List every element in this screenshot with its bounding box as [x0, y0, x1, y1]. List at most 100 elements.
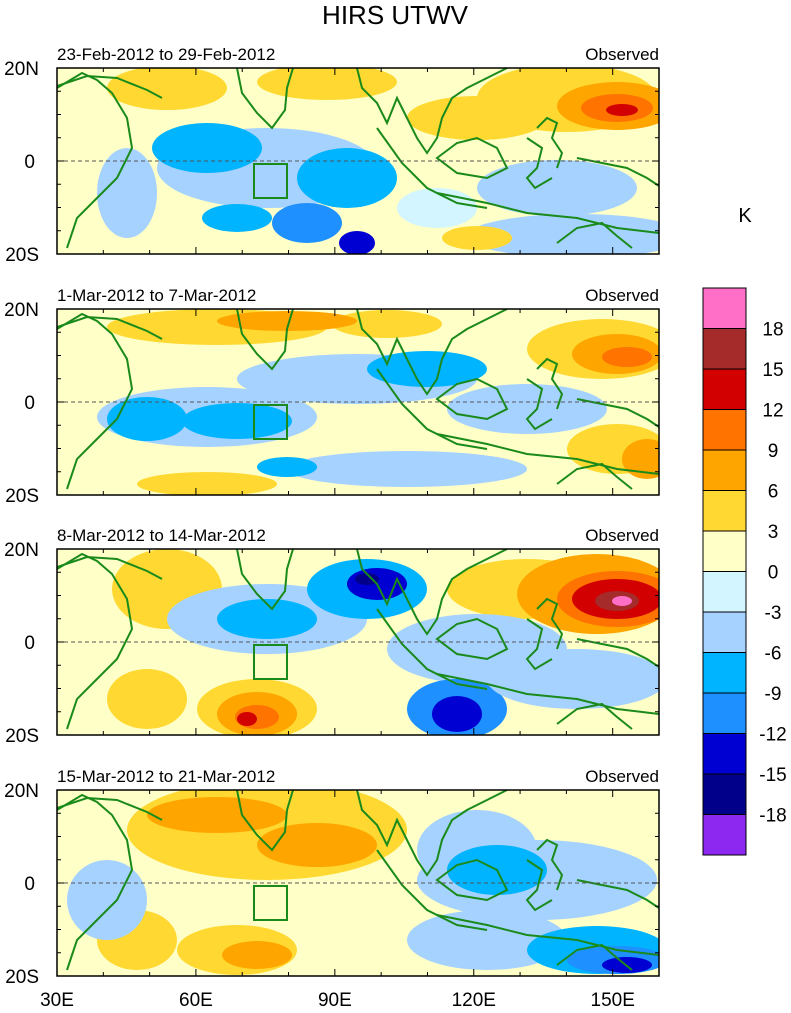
- colorbar-tick-label: -12: [759, 725, 786, 746]
- colorbar-tick-label: -6: [765, 644, 782, 665]
- anomaly-contour: [272, 203, 342, 243]
- map-panel-2: 1-Mar-2012 to 7-Mar-2012 Observed 20N 0 20S: [4, 286, 660, 507]
- colorbar-swatch: [702, 449, 747, 491]
- colorbar-tick-label: 0: [768, 563, 779, 584]
- anomaly-contour: [257, 823, 377, 867]
- lon-label: 30E: [40, 990, 74, 1011]
- anomaly-contour: [297, 148, 397, 208]
- coastline: [376, 608, 488, 690]
- anomaly-contour: [257, 68, 397, 100]
- colorbar-swatch: [702, 368, 747, 410]
- panel-date-range: 23-Feb-2012 to 29-Feb-2012: [57, 45, 275, 64]
- panel-observed-label: Observed: [585, 526, 659, 545]
- coastline: [525, 859, 553, 912]
- colorbar-swatch: [702, 652, 747, 694]
- colorbar-swatch: [702, 409, 747, 451]
- anomaly-contour: [355, 573, 379, 585]
- coastlines: [57, 68, 659, 249]
- lat-label: 20N: [4, 59, 39, 80]
- coastline: [536, 357, 564, 410]
- coastline: [556, 943, 633, 971]
- study-region-box: [253, 644, 288, 680]
- anomaly-contour: [182, 403, 292, 439]
- lat-label: 20S: [5, 726, 39, 747]
- colorbar-tick-label: -18: [759, 806, 786, 827]
- coastline: [356, 68, 508, 155]
- coastline: [436, 914, 659, 956]
- anomaly-contour: [467, 214, 659, 254]
- anomaly-contour: [606, 104, 638, 116]
- colorbar-swatch: [702, 814, 747, 856]
- coastline: [435, 617, 509, 661]
- colorbar: 18 15 12 9 6 3 0 -3 -6 -9 -12 -15 -18: [702, 287, 787, 856]
- colorbar-tick-label: -9: [765, 684, 782, 705]
- panel-date-range: 8-Mar-2012 to 14-Mar-2012: [57, 526, 266, 545]
- panel-observed-label: Observed: [585, 45, 659, 64]
- coastline: [57, 555, 163, 580]
- colorbar-tick-label: -15: [759, 765, 786, 786]
- anomaly-contour: [477, 160, 637, 216]
- anomaly-contour: [97, 148, 157, 238]
- panel-observed-label: Observed: [585, 286, 659, 305]
- coastline: [436, 673, 659, 715]
- anomaly-contour: [217, 311, 357, 331]
- panel-date-range: 15-Mar-2012 to 21-Mar-2012: [57, 767, 275, 786]
- coastlines: [57, 309, 659, 490]
- colorbar-tick-label: 6: [768, 482, 779, 503]
- colorbar-swatch: [702, 611, 747, 653]
- coastlines: [57, 790, 659, 971]
- coastline: [525, 618, 553, 671]
- colorbar-swatch: [702, 733, 747, 775]
- axis-ticks: [56, 789, 660, 977]
- anomaly-contour: [602, 347, 652, 367]
- coastline: [435, 136, 509, 180]
- lat-label: 0: [24, 393, 35, 414]
- coastline: [376, 127, 488, 209]
- anomaly-contour: [237, 712, 257, 726]
- anomaly-contour: [287, 451, 527, 487]
- coastline: [57, 74, 163, 99]
- coastlines: [57, 549, 659, 730]
- lat-label: 20S: [5, 486, 39, 507]
- lat-label: 20N: [4, 540, 39, 561]
- lat-label: 20N: [4, 300, 39, 321]
- map-panel-3: 8-Mar-2012 to 14-Mar-2012 Observed 20N 0 20S: [4, 526, 660, 747]
- axis-ticks: [56, 67, 660, 255]
- coastline: [356, 549, 508, 636]
- anomaly-contour: [612, 596, 632, 606]
- anomaly-contour: [432, 696, 482, 732]
- colorbar-swatch: [702, 287, 747, 329]
- map-panel-4: 15-Mar-2012 to 21-Mar-2012 Observed 20N 0 20…: [4, 767, 660, 988]
- coastline: [436, 192, 659, 234]
- coastline: [536, 838, 564, 891]
- lon-label: 60E: [179, 990, 213, 1011]
- anomaly-contour: [407, 96, 547, 140]
- coastline: [236, 68, 294, 130]
- coastline: [376, 849, 488, 931]
- lon-label: 90E: [318, 990, 352, 1011]
- anomaly-contour: [367, 351, 487, 387]
- anomaly-contour: [257, 457, 317, 477]
- anomaly-contour: [67, 860, 147, 940]
- coastline: [356, 309, 508, 396]
- coastline: [57, 796, 163, 821]
- coastline: [376, 368, 488, 450]
- lat-label: 0: [24, 152, 35, 173]
- colorbar-tick-label: -3: [765, 603, 782, 624]
- coastline: [236, 549, 294, 611]
- colorbar-tick-label: 9: [768, 441, 779, 462]
- anomaly-field: [97, 309, 659, 495]
- panel-date-range: 1-Mar-2012 to 7-Mar-2012: [57, 286, 256, 305]
- coastline: [236, 790, 294, 852]
- anomaly-contour: [222, 941, 292, 969]
- coastline: [435, 858, 509, 902]
- anomaly-field: [107, 549, 659, 735]
- study-region-box: [253, 404, 288, 440]
- anomaly-contour: [127, 790, 407, 880]
- study-region-box: [253, 885, 288, 921]
- coastline: [556, 462, 633, 490]
- coastline: [556, 702, 633, 730]
- axis-ticks: [56, 308, 660, 496]
- coastline: [576, 879, 659, 909]
